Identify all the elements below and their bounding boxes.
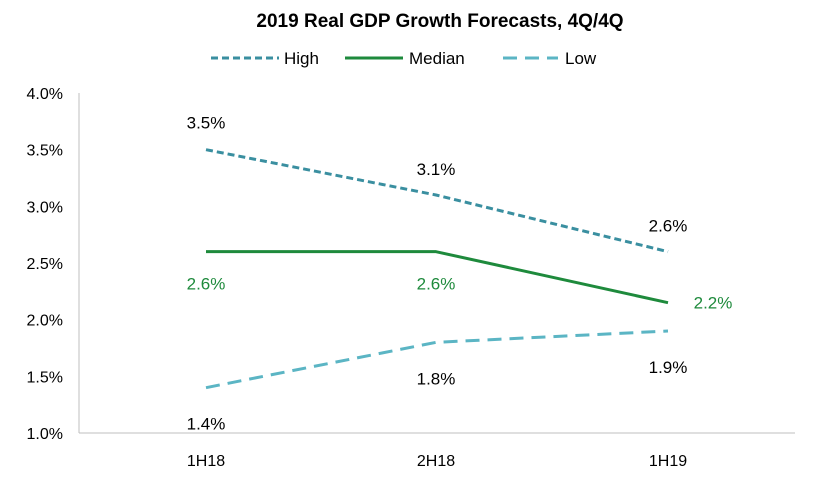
data-label-median: 2.2%: [694, 294, 733, 313]
series-line-median: [206, 250, 669, 305]
y-tick-label: 2.5%: [27, 256, 63, 273]
legend: High Median Low: [211, 49, 597, 68]
y-tick-label: 2.0%: [27, 313, 63, 330]
data-label-high: 3.5%: [187, 114, 226, 133]
data-labels: 3.5% 3.1% 2.6% 2.6% 2.6% 2.2% 1.4% 1.8% 1.9%: [187, 114, 733, 434]
y-tick-label: 1.0%: [27, 426, 63, 443]
series-layer: [205, 148, 669, 390]
x-tick-label: 1H19: [649, 453, 687, 470]
axes: 1.0% 1.5% 2.0% 2.5% 3.0% 3.5% 4.0% 1H18 2H18 1H19: [27, 86, 795, 470]
series-line-high: [205, 148, 669, 254]
y-tick-label: 4.0%: [27, 86, 63, 103]
data-label-low: 1.9%: [649, 358, 688, 377]
legend-label-high: High: [284, 49, 319, 68]
series-line-low: [205, 329, 669, 390]
legend-label-median: Median: [409, 49, 465, 68]
y-tick-label: 3.5%: [27, 143, 63, 160]
data-label-median: 2.6%: [187, 275, 226, 294]
data-label-low: 1.8%: [417, 369, 456, 388]
chart-title: 2019 Real GDP Growth Forecasts, 4Q/4Q: [256, 11, 623, 32]
data-label-high: 2.6%: [649, 217, 688, 236]
y-tick-label: 1.5%: [27, 369, 63, 386]
data-label-high: 3.1%: [417, 160, 456, 179]
y-tick-label: 3.0%: [27, 199, 63, 216]
data-label-low: 1.4%: [187, 415, 226, 434]
x-tick-label: 2H18: [417, 453, 455, 470]
data-label-median: 2.6%: [417, 275, 456, 294]
legend-label-low: Low: [565, 49, 597, 68]
x-tick-label: 1H18: [187, 453, 225, 470]
